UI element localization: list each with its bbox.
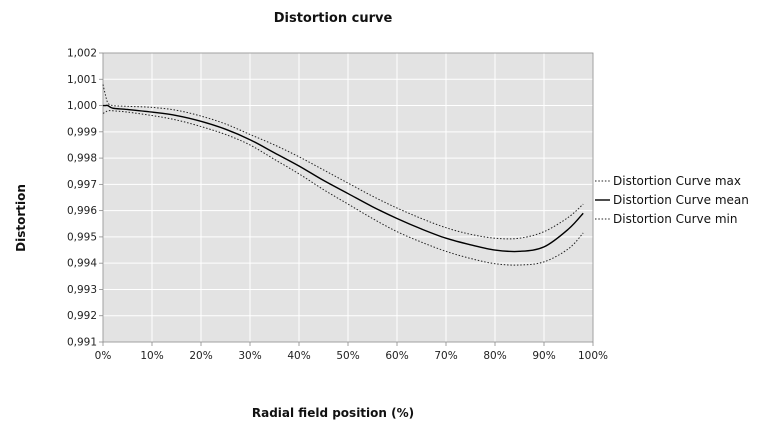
y-tick-label: 0,992 [67,310,97,322]
x-tick-label: 70% [434,350,457,362]
chart-title: Distortion curve [274,11,393,26]
y-axis-ticks: 0,991 0,992 0,993 0,994 0,995 0,996 0,997 0,998… [67,48,103,349]
y-tick-label: 1,000 [67,100,97,112]
y-tick-label: 0,996 [67,205,97,217]
y-tick-label: 0,994 [67,258,97,270]
y-tick-label: 0,997 [67,179,97,191]
x-tick-label: 10% [140,350,163,362]
y-tick-label: 0,999 [67,126,97,138]
legend-label: Distortion Curve mean [613,193,749,207]
y-tick-label: 0,991 [67,337,97,349]
x-tick-label: 40% [287,350,310,362]
legend: Distortion Curve max Distortion Curve mea… [595,174,749,226]
series-lines [102,84,584,266]
grid [102,52,594,343]
x-tick-label: 90% [532,350,555,362]
x-tick-label: 20% [189,350,212,362]
x-tick-label: 100% [578,350,608,362]
y-tick-label: 1,002 [67,48,97,60]
y-tick-label: 1,001 [67,74,97,86]
x-tick-label: 50% [336,350,359,362]
legend-label: Distortion Curve max [613,174,741,188]
x-axis-ticks: 0% 10% 20% 30% 40% 50% 60% 70% 80% 90% 100% [95,342,608,362]
y-tick-label: 0,993 [67,284,97,296]
x-tick-label: 30% [238,350,261,362]
y-tick-label: 0,998 [67,153,97,165]
series-line-distortion-curve-mean [103,104,584,253]
series-line-distortion-curve-max [102,84,584,240]
y-axis-title: Distortion [14,184,28,252]
x-tick-label: 0% [95,350,112,362]
x-tick-label: 60% [385,350,408,362]
legend-label: Distortion Curve min [613,212,737,226]
x-tick-label: 80% [483,350,506,362]
series-line-distortion-curve-min [102,110,584,266]
y-tick-label: 0,995 [67,231,97,243]
x-axis-title: Radial field position (%) [252,406,414,420]
